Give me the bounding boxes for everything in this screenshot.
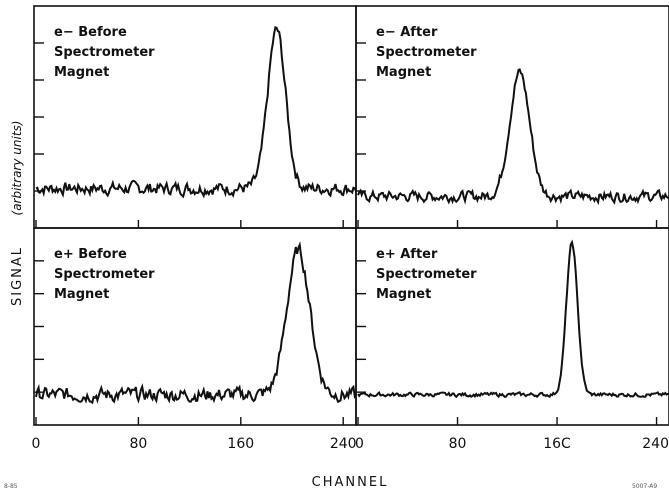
axis-ticks xyxy=(34,42,658,425)
corner-label-left: 8-85 xyxy=(4,483,18,490)
panel-label-positron-after-line-3: Magnet xyxy=(376,287,431,302)
x-tick-label-right-80: 80 xyxy=(449,436,467,452)
x-tick-label-right-160: 16C xyxy=(543,436,571,452)
x-tick-label-left-80: 80 xyxy=(129,436,147,452)
series-line-positron-before xyxy=(35,241,357,405)
panel-label-electron-before-line-3: Magnet xyxy=(54,65,109,80)
panel-labels: e− Before Spectrometer Magnet e− After Spect… xyxy=(54,25,477,302)
series-line-positron-after xyxy=(357,239,669,399)
series-line-electron-after xyxy=(357,68,669,206)
x-tick-label-left-0: 0 xyxy=(32,436,41,452)
y-axis-title-group: SIGNAL (arbitrary units) xyxy=(10,121,25,306)
panel-label-electron-before-line-2: Spectrometer xyxy=(54,45,155,60)
panel-label-electron-before-line-1: e− Before xyxy=(54,25,127,40)
panel-label-positron-before-line-3: Magnet xyxy=(54,287,109,302)
series-line-electron-before xyxy=(35,25,357,199)
panel-label-positron-after-line-2: Spectrometer xyxy=(376,267,477,282)
panel-label-electron-after-line-2: Spectrometer xyxy=(376,45,477,60)
corner-label-right: 5007-A9 xyxy=(632,483,657,490)
x-tick-label-right-240: 240 xyxy=(642,436,669,452)
x-tick-label-right-0: 0 xyxy=(355,436,364,452)
panel-label-positron-after-line-1: e+ After xyxy=(376,247,438,262)
x-tick-label-left-240: 240 xyxy=(330,436,357,452)
series-group xyxy=(35,25,669,405)
panel-label-electron-after-line-3: Magnet xyxy=(376,65,431,80)
panel-label-positron-before-line-1: e+ Before xyxy=(54,247,127,262)
y-axis-title: SIGNAL xyxy=(10,246,25,306)
y-axis-units: (arbitrary units) xyxy=(10,121,24,216)
panel-label-electron-after-line-1: e− After xyxy=(376,25,438,40)
x-tick-label-left-160: 160 xyxy=(227,436,254,452)
panel-frames xyxy=(33,5,669,426)
x-axis-title: CHANNEL xyxy=(312,475,389,490)
panel-label-positron-before-line-2: Spectrometer xyxy=(54,267,155,282)
